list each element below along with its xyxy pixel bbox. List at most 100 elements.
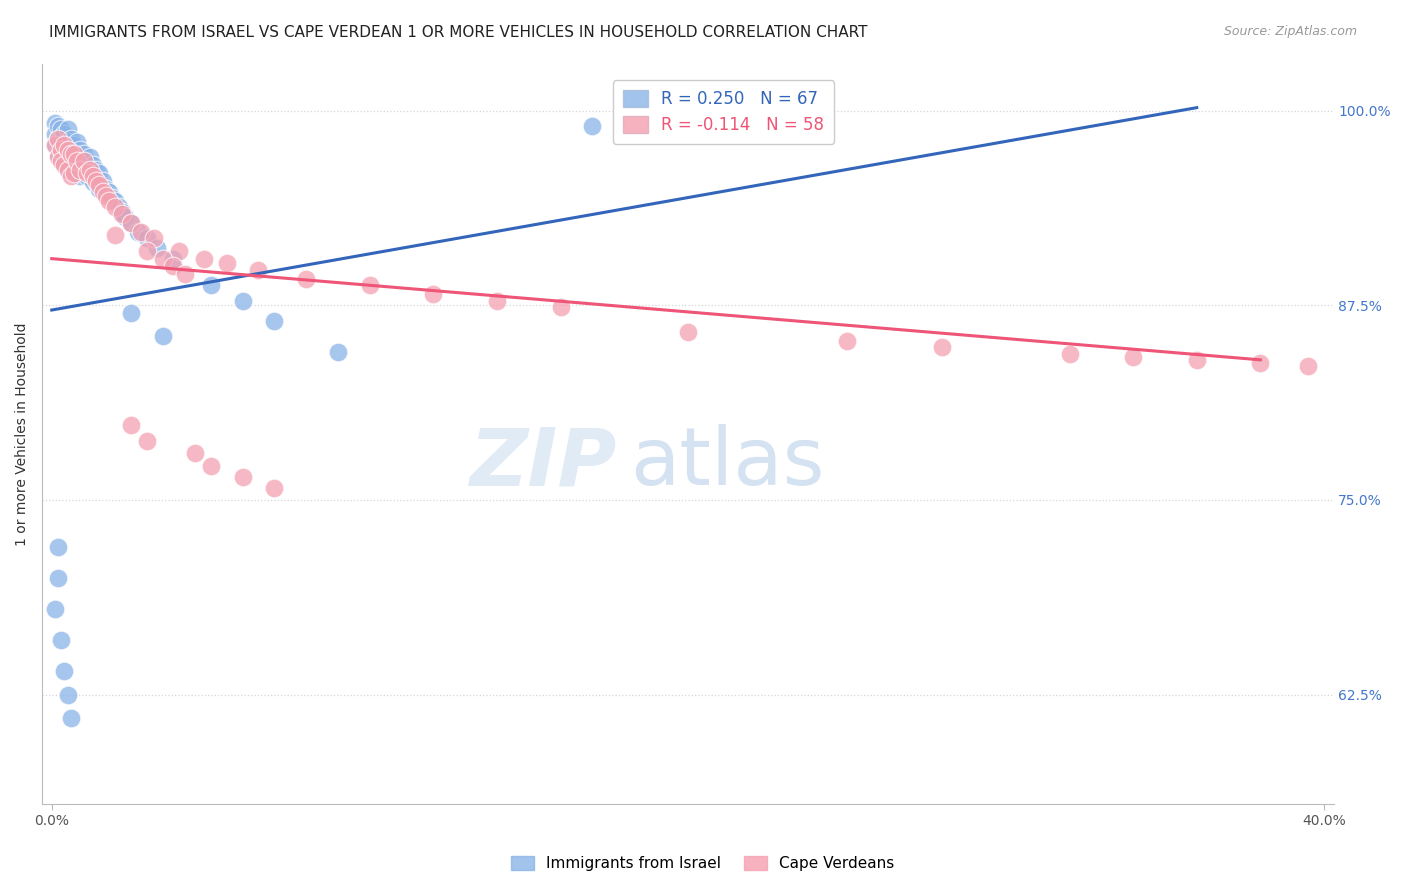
Point [46,571,69,585]
Point [1185,352,1208,367]
Point [152,252,174,266]
Point [326,345,349,359]
Point [422,287,444,301]
Text: atlas: atlas [630,425,824,502]
Point [129,225,152,239]
Point [53,138,76,153]
Point [76,166,98,180]
Point [56,688,79,702]
Point [44,138,66,153]
Point [44,116,66,130]
Point [46,540,69,554]
Point [59,132,82,146]
Point [84,174,107,188]
Point [51,153,73,168]
Point [162,260,184,274]
Point [69,162,91,177]
Point [82,169,104,183]
Point [94,181,117,195]
Point [359,278,381,293]
Point [91,185,114,199]
Point [232,469,254,483]
Point [69,155,91,169]
Point [56,162,79,177]
Point [120,418,142,433]
Point [69,169,91,183]
Point [142,231,165,245]
Point [51,143,73,157]
Point [56,143,79,157]
Point [56,147,79,161]
Point [63,138,86,153]
Point [51,143,73,157]
Point [59,169,82,183]
Point [98,194,121,208]
Point [263,481,285,495]
Point [82,158,104,172]
Point [174,267,197,281]
Point [51,132,73,146]
Point [59,711,82,725]
Point [46,132,69,146]
Point [114,210,136,224]
Y-axis label: 1 or more Vehicles in Household: 1 or more Vehicles in Household [15,322,30,546]
Point [184,446,207,460]
Text: Source: ZipAtlas.com: Source: ZipAtlas.com [1223,25,1357,38]
Point [53,153,76,168]
Point [247,262,270,277]
Point [46,147,69,161]
Point [98,185,121,199]
Point [200,458,222,473]
Point [295,272,318,286]
Legend: Immigrants from Israel, Cape Verdeans: Immigrants from Israel, Cape Verdeans [505,850,901,877]
Point [53,664,76,678]
Point [162,252,184,266]
Point [263,314,285,328]
Point [167,244,190,258]
Point [91,174,114,188]
Point [44,138,66,153]
Point [66,166,89,180]
Point [485,293,508,308]
Point [59,158,82,172]
Point [46,151,69,165]
Point [66,153,89,168]
Point [581,120,603,134]
Point [53,138,76,153]
Point [136,244,159,258]
Point [82,175,104,189]
Point [120,216,142,230]
Point [145,241,167,255]
Point [56,162,79,177]
Point [63,151,86,165]
Point [676,325,699,339]
Point [215,256,238,270]
Point [89,178,111,193]
Point [89,181,111,195]
Point [200,278,222,293]
Point [53,158,76,172]
Point [79,151,101,165]
Point [66,135,89,149]
Point [104,194,127,208]
Point [89,166,111,180]
Point [46,120,69,134]
Point [66,147,89,161]
Point [44,127,66,141]
Point [101,191,124,205]
Point [56,135,79,149]
Point [76,169,98,183]
Point [835,334,858,348]
Point [51,153,73,168]
Point [63,166,86,180]
Point [46,132,69,146]
Point [193,252,215,266]
Point [111,206,134,220]
Point [51,633,73,648]
Point [94,189,117,203]
Point [69,143,91,157]
Point [931,340,953,354]
Point [1249,356,1271,370]
Point [84,162,107,177]
Point [550,300,572,314]
